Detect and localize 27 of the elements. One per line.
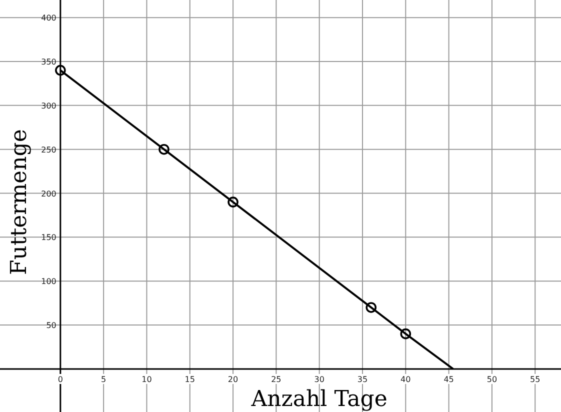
x-tick-label: 25 <box>271 374 282 384</box>
point <box>158 144 170 155</box>
x-tick-label: 20 <box>228 374 238 384</box>
x-tick-label: 35 <box>357 374 368 384</box>
point <box>400 328 412 340</box>
x-axis-title: Anzahl Tage <box>250 387 388 412</box>
y-tick-label: 100 <box>41 277 56 286</box>
x-tick-label: 10 <box>142 374 152 384</box>
point <box>228 196 238 208</box>
x-tick-label: 15 <box>184 374 195 384</box>
x-tick-label: 30 <box>314 374 324 384</box>
y-tick-label: 150 <box>41 233 56 242</box>
y-tick-label: 400 <box>41 14 56 23</box>
y-tick-label: 300 <box>41 101 56 110</box>
x-tick-label: 40 <box>400 374 411 384</box>
x-tick-label: 55 <box>530 374 540 384</box>
x-tick-label: 50 <box>486 374 498 384</box>
y-tick-label: 250 <box>41 145 56 154</box>
y-tick-label: 50 <box>46 321 56 330</box>
y-tick-label: 200 <box>41 189 56 198</box>
point <box>55 64 66 76</box>
point <box>366 302 377 313</box>
x-tick-label: 5 <box>101 374 106 384</box>
y-axis-title: Futtermenge <box>7 129 32 275</box>
x-tick-label: 0 <box>58 374 63 384</box>
x-tick-label: 45 <box>444 374 454 384</box>
y-tick-label: 350 <box>41 57 56 66</box>
